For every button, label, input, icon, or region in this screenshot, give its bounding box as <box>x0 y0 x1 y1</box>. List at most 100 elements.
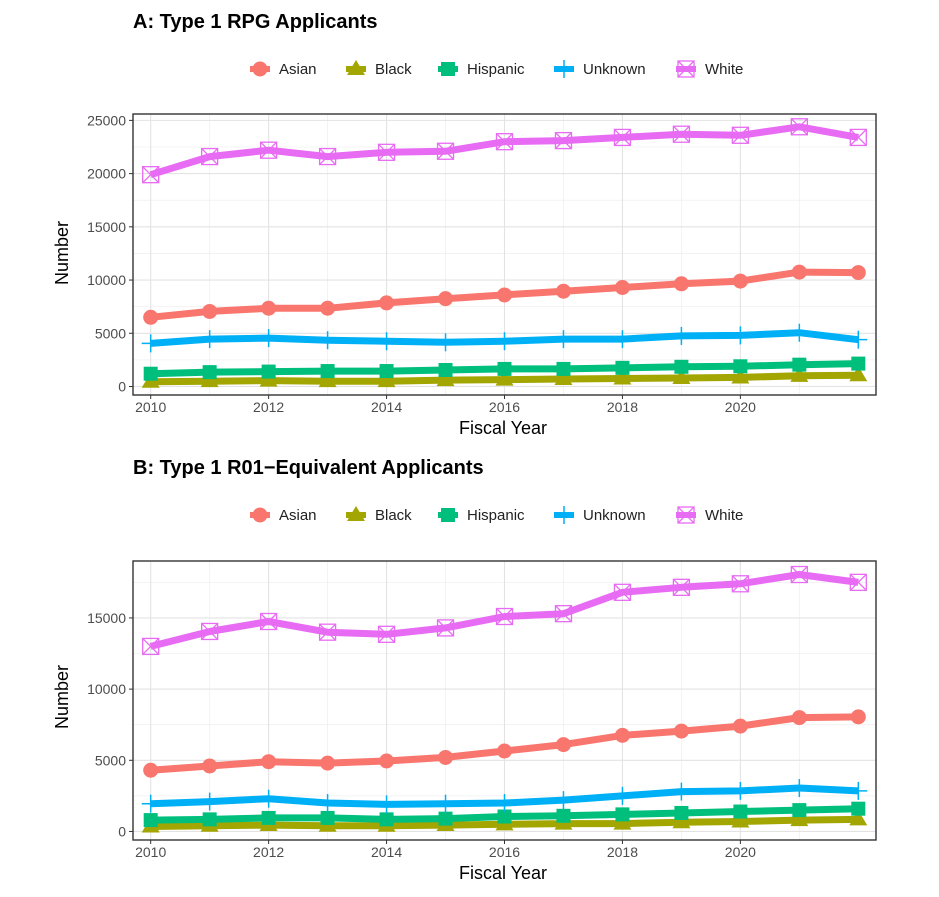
marker-triangle <box>495 370 514 386</box>
data-point-hispanic <box>556 808 571 823</box>
marker-box <box>495 133 514 151</box>
data-point-unknown <box>495 793 514 812</box>
data-point-asian <box>673 276 689 292</box>
marker-box <box>790 118 808 136</box>
data-point-white <box>790 565 808 584</box>
data-point-asian <box>261 300 277 316</box>
legend: Asian Black Hispanic Unknown White <box>250 60 743 78</box>
data-point-hispanic <box>851 356 866 371</box>
marker-circle <box>261 300 277 316</box>
data-point-white <box>259 141 278 159</box>
y-axis-title: Number <box>52 665 72 729</box>
marker-triangle <box>731 812 750 828</box>
data-point-unknown <box>672 326 691 345</box>
marker-circle <box>497 287 512 303</box>
data-point-hispanic <box>202 812 217 827</box>
legend-item-asian: Asian <box>250 61 317 78</box>
marker-x2 <box>555 605 572 623</box>
marker-box <box>677 60 695 78</box>
data-point-hispanic <box>792 357 807 372</box>
data-point-white <box>613 583 632 601</box>
marker-square <box>379 364 394 379</box>
marker-x2 <box>496 133 513 151</box>
data-point-asian <box>555 283 571 299</box>
data-point-unknown <box>141 334 160 353</box>
marker-square <box>143 813 158 828</box>
data-point-asian <box>732 718 748 734</box>
marker-circle <box>438 749 454 765</box>
data-point-black <box>731 368 750 384</box>
legend-label: Hispanic <box>467 507 525 524</box>
data-points <box>141 565 868 833</box>
y-tick-label: 5000 <box>95 752 126 768</box>
data-point-hispanic <box>379 364 394 379</box>
y-tick-label: 0 <box>118 823 126 839</box>
data-point-asian <box>791 710 807 726</box>
data-point-black <box>790 366 809 382</box>
panel-a: A: Type 1 RPG Applicants Fiscal Year Num… <box>52 11 877 438</box>
data-point-hispanic <box>792 803 807 818</box>
marker-circle <box>850 265 866 281</box>
x-tick-label: 2014 <box>371 844 402 860</box>
marker-square <box>497 361 512 376</box>
marker-square <box>320 810 335 825</box>
data-point-unknown <box>318 793 337 812</box>
legend-item-hispanic: Hispanic <box>438 61 525 78</box>
data-point-black <box>318 372 337 388</box>
marker-square <box>497 809 512 824</box>
data-point-hispanic <box>733 804 748 819</box>
legend-key-circle <box>252 61 268 77</box>
data-point-white <box>142 637 160 656</box>
data-point-hispanic <box>497 361 512 376</box>
y-tick-label: 10000 <box>87 681 126 697</box>
marker-x2 <box>677 60 695 78</box>
legend-label: Black <box>375 507 412 524</box>
marker-circle <box>614 727 630 743</box>
marker-x2 <box>319 623 337 641</box>
marker-square <box>556 361 571 376</box>
data-point-hispanic <box>320 810 335 825</box>
marker-x2 <box>677 506 695 524</box>
legend-item-black: Black <box>346 60 412 78</box>
marker-box <box>436 142 455 160</box>
legend-key-circle <box>252 507 268 523</box>
data-point-hispanic <box>674 359 689 374</box>
marker-circle <box>850 709 866 725</box>
data-point-unknown <box>790 779 809 798</box>
data-point-asian <box>261 754 277 770</box>
data-point-black <box>495 370 514 386</box>
data-point-unknown <box>436 794 455 813</box>
marker-circle <box>202 758 218 774</box>
data-point-unknown <box>200 330 219 349</box>
marker-triangle <box>849 810 868 826</box>
marker-square <box>851 356 866 371</box>
marker-circle <box>614 279 630 295</box>
marker-square <box>202 812 217 827</box>
x-tick-label: 2010 <box>135 844 166 860</box>
marker-x2 <box>260 613 278 630</box>
data-point-white <box>672 578 691 596</box>
data-point-asian <box>673 723 689 739</box>
data-point-hispanic <box>320 364 335 379</box>
data-point-asian <box>320 300 336 316</box>
marker-x2 <box>201 148 219 166</box>
marker-circle <box>791 264 807 280</box>
data-point-white <box>672 125 691 143</box>
legend-key-box-x <box>677 506 695 524</box>
marker-triangle <box>436 371 455 387</box>
x-tick-label: 2020 <box>725 399 756 415</box>
x-tick-label: 2012 <box>253 399 284 415</box>
marker-circle <box>555 737 571 753</box>
x-tick-label: 2010 <box>135 399 166 415</box>
marker-square <box>438 811 453 826</box>
data-point-hispanic <box>497 809 512 824</box>
marker-triangle <box>849 366 868 382</box>
marker-x2 <box>378 625 396 643</box>
data-point-unknown <box>318 331 337 350</box>
marker-circle <box>379 295 395 311</box>
legend-key-box-x <box>677 60 695 78</box>
marker-x2 <box>319 148 337 166</box>
data-point-unknown <box>141 794 160 813</box>
marker-box <box>849 573 867 592</box>
data-point-black <box>259 371 278 387</box>
